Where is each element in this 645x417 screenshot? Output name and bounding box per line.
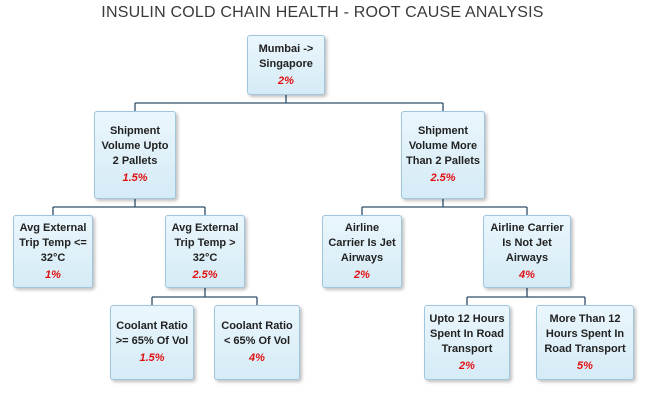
node-label: Coolant Ratio < 65% Of Vol — [221, 320, 293, 347]
node-value: 2.5% — [430, 172, 456, 184]
node-label: More Than 12 Hours Spent In Road Transpo… — [544, 312, 626, 355]
node-upto2: Shipment Volume Upto 2 Pallets 1.5% — [94, 111, 176, 199]
node-label: Shipment Volume More Than 2 Pallets — [406, 125, 480, 167]
node-value: 1.5% — [122, 172, 148, 184]
node-value: 2% — [278, 74, 294, 87]
node-more2: Shipment Volume More Than 2 Pallets 2.5% — [401, 111, 485, 199]
node-coolant-high: Coolant Ratio >= 65% Of Vol 1.5% — [110, 305, 194, 380]
node-label: Mumbai -> Singapore — [258, 42, 314, 70]
node-label: Coolant Ratio >= 65% Of Vol — [115, 320, 189, 347]
node-value: 1.5% — [139, 352, 165, 364]
node-temp-high: Avg External Trip Temp > 32°C 2.5% — [165, 215, 245, 288]
node-value: 2.5% — [192, 268, 218, 281]
node-label: Airline Carrier Is Not Jet Airways — [490, 221, 564, 264]
node-value: 4% — [249, 352, 265, 364]
node-road-upto12: Upto 12 Hours Spent In Road Transport 2% — [424, 305, 510, 380]
node-label: Avg External Trip Temp <= 32°C — [19, 221, 87, 264]
node-label: Shipment Volume Upto 2 Pallets — [101, 125, 169, 167]
node-value: 1% — [45, 268, 61, 281]
node-temp-low: Avg External Trip Temp <= 32°C 1% — [13, 215, 93, 288]
node-label: Upto 12 Hours Spent In Road Transport — [429, 312, 505, 355]
diagram-title: INSULIN COLD CHAIN HEALTH - ROOT CAUSE A… — [101, 4, 544, 21]
node-value: 5% — [577, 359, 593, 372]
node-root: Mumbai -> Singapore 2% — [247, 35, 325, 95]
node-value: 2% — [459, 359, 475, 372]
node-jet: Airline Carrier Is Jet Airways 2% — [322, 215, 402, 288]
node-label: Avg External Trip Temp > 32°C — [171, 221, 239, 264]
node-label: Airline Carrier Is Jet Airways — [328, 221, 396, 264]
node-value: 4% — [519, 268, 535, 281]
node-coolant-low: Coolant Ratio < 65% Of Vol 4% — [214, 305, 300, 380]
node-value: 2% — [354, 268, 370, 281]
node-not-jet: Airline Carrier Is Not Jet Airways 4% — [483, 215, 571, 288]
node-road-more12: More Than 12 Hours Spent In Road Transpo… — [536, 305, 634, 380]
